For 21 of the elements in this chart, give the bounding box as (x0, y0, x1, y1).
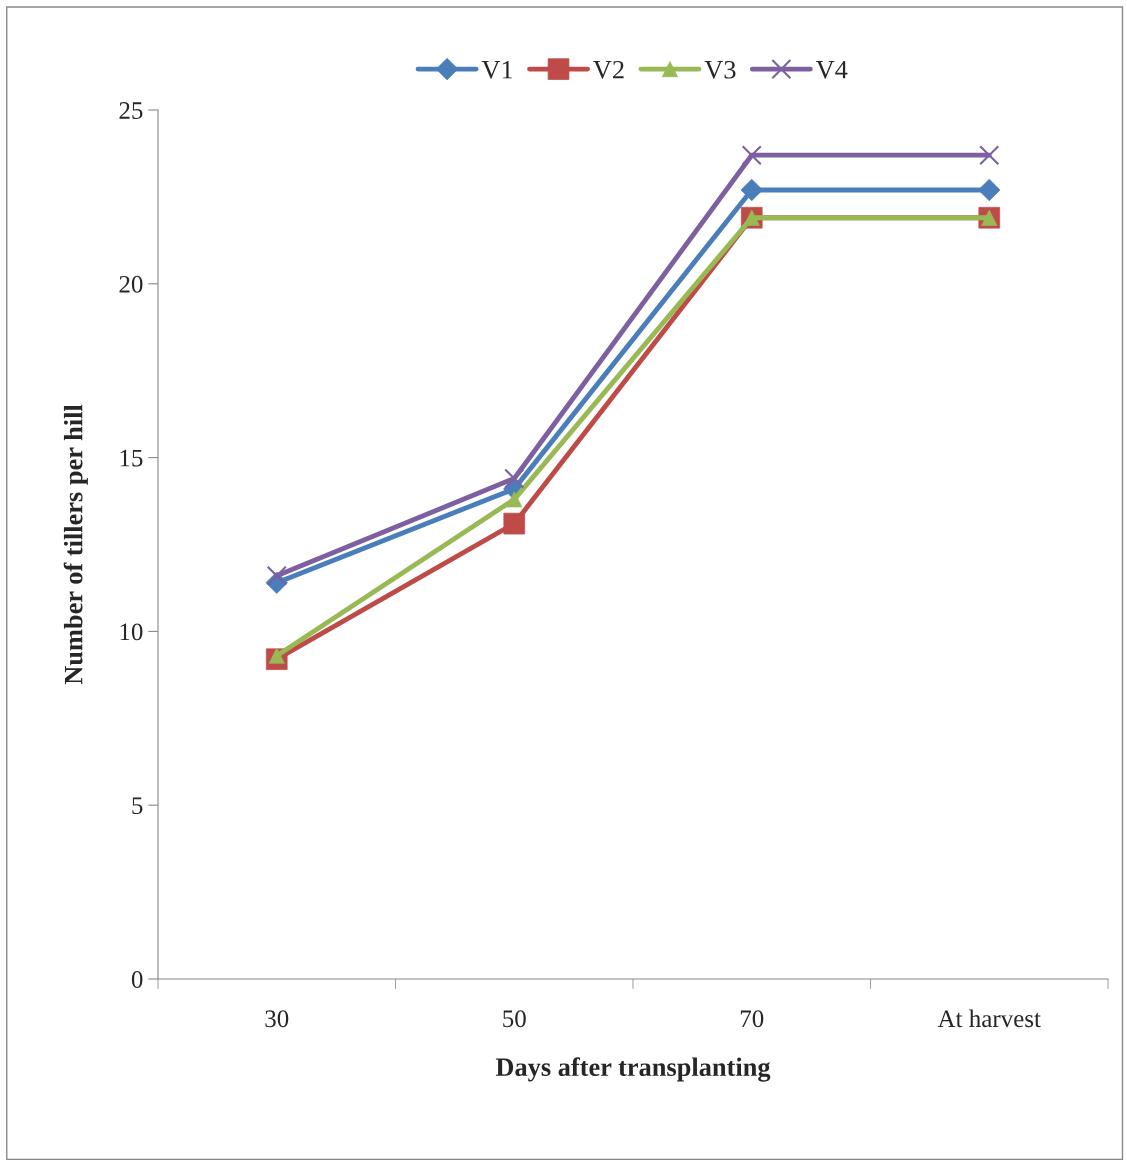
x-tick-label: 50 (503, 1010, 526, 1028)
legend-label: V2 (593, 60, 624, 79)
point (741, 145, 762, 166)
x-tick-label: At harvest (937, 1009, 1041, 1028)
x-tick-label: 70 (740, 1010, 764, 1028)
x-tick-label: 30 (265, 1010, 289, 1028)
point (978, 178, 1001, 202)
legend-label: V3 (704, 60, 736, 79)
y-tick-label: 10 (120, 623, 143, 641)
legend-label: V4 (815, 60, 848, 79)
x-axis-title: Days after transplanting (495, 1057, 771, 1082)
y-tick-label: 25 (119, 102, 143, 119)
point (266, 565, 287, 586)
y-tick-label: 20 (119, 275, 143, 293)
y-tick-label: 15 (120, 449, 143, 467)
point (979, 145, 1000, 166)
y-tick-label: 0 (131, 971, 143, 988)
y-axis-title: Number of tillers per hill (63, 404, 88, 685)
y-tick-label: 5 (132, 797, 143, 815)
point (504, 468, 525, 489)
legend-label: V1 (481, 60, 513, 79)
